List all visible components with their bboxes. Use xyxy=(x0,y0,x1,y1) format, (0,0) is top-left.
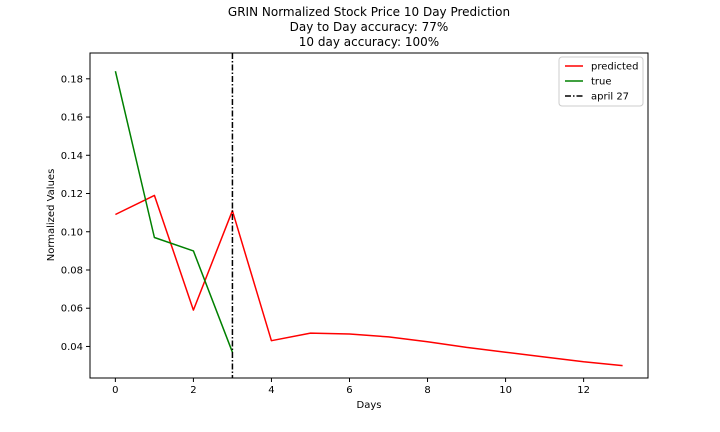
y-tick-label: 0.08 xyxy=(61,265,83,276)
plot-area xyxy=(114,53,623,378)
y-axis-label: Normalized Values xyxy=(46,169,57,262)
y-tick-label: 0.16 xyxy=(61,113,83,124)
legend-label-predicted: predicted xyxy=(591,62,638,73)
x-tick-label: 12 xyxy=(577,385,590,396)
chart-title-line-3: 10 day accuracy: 100% xyxy=(299,35,439,49)
x-tick-label: 6 xyxy=(346,385,352,396)
y-tick-label: 0.12 xyxy=(61,189,83,200)
x-tick-label: 8 xyxy=(424,385,430,396)
x-tick-label: 2 xyxy=(190,385,196,396)
y-tick-label: 0.06 xyxy=(61,304,83,315)
y-tick-label: 0.04 xyxy=(61,342,83,353)
legend-label-true: true xyxy=(591,77,612,88)
series-line-true xyxy=(114,71,234,353)
legend-label-april-27: april 27 xyxy=(591,92,629,103)
x-tick-label: 4 xyxy=(268,385,274,396)
y-tick-label: 0.14 xyxy=(61,151,83,162)
x-tick-label: 0 xyxy=(112,385,118,396)
x-axis-label: Days xyxy=(357,400,382,411)
chart-title: GRIN Normalized Stock Price 10 Day Predi… xyxy=(228,5,510,49)
x-axis-ticks: 0 2 4 6 8 10 12 xyxy=(112,378,590,396)
chart-title-line-2: Day to Day accuracy: 77% xyxy=(290,20,449,34)
x-tick-label: 10 xyxy=(499,385,512,396)
legend: predicted true april 27 xyxy=(558,56,644,107)
series-line-predicted xyxy=(115,194,623,367)
y-tick-label: 0.10 xyxy=(61,227,83,238)
chart-title-line-1: GRIN Normalized Stock Price 10 Day Predi… xyxy=(228,5,510,19)
legend-box xyxy=(558,56,644,107)
y-axis-ticks: 0.04 0.06 0.08 0.10 0.12 0.14 0.16 0.18 xyxy=(61,74,90,353)
y-tick-label: 0.18 xyxy=(61,74,83,85)
plot-frame xyxy=(89,52,649,379)
